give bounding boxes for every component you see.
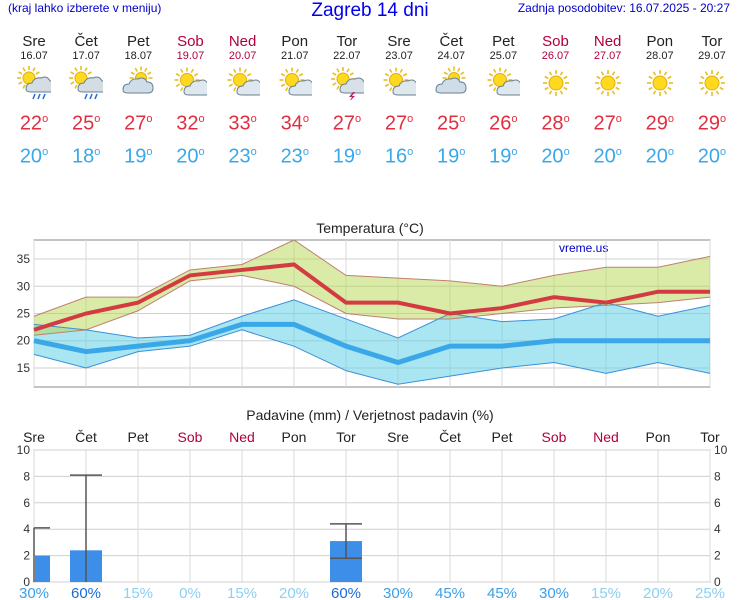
y-tick-label-right: 8	[714, 469, 721, 483]
precipitation-bar	[35, 556, 50, 582]
y-tick-label-left: 2	[23, 549, 30, 563]
y-tick-label-right: 4	[714, 522, 721, 536]
y-tick-label-right: 6	[714, 496, 721, 510]
x-day-label: Sob	[542, 429, 567, 445]
y-tick-label-left: 6	[23, 496, 30, 510]
x-day-label: Pet	[491, 429, 512, 445]
x-day-label: Čet	[75, 429, 97, 445]
y-tick-label-left: 8	[23, 469, 30, 483]
x-day-label: Ned	[229, 429, 255, 445]
precip-probability-label: 15%	[591, 585, 621, 600]
x-day-label: Ned	[593, 429, 619, 445]
x-day-label: Tor	[336, 429, 356, 445]
x-day-label: Pon	[646, 429, 671, 445]
x-day-label: Pon	[282, 429, 307, 445]
precip-probability-label: 0%	[179, 585, 201, 600]
precip-probability-label: 20%	[643, 585, 673, 600]
precip-probability-label: 30%	[539, 585, 569, 600]
precip-probability-label: 60%	[71, 585, 101, 600]
precipitation-chart-title: Padavine (mm) / Verjetnost padavin (%)	[246, 407, 493, 423]
x-day-label: Sre	[387, 429, 409, 445]
y-tick-label-right: 10	[714, 443, 728, 457]
precip-probability-label: 30%	[383, 585, 413, 600]
precip-probability-label: 20%	[279, 585, 309, 600]
precip-probability-label: 15%	[227, 585, 257, 600]
precip-probability-label: 15%	[123, 585, 153, 600]
y-tick-label-right: 2	[714, 549, 721, 563]
x-day-label: Pet	[127, 429, 148, 445]
y-tick-label-left: 10	[17, 443, 31, 457]
precip-probability-label: 60%	[331, 585, 361, 600]
precip-probability-label: 30%	[19, 585, 49, 600]
x-day-label: Čet	[439, 429, 461, 445]
y-tick-label-left: 4	[23, 522, 30, 536]
precip-plot-area	[34, 450, 710, 582]
x-day-label: Sob	[178, 429, 203, 445]
precip-probability-label: 25%	[695, 585, 725, 600]
precip-probability-label: 45%	[487, 585, 517, 600]
precip-probability-label: 45%	[435, 585, 465, 600]
